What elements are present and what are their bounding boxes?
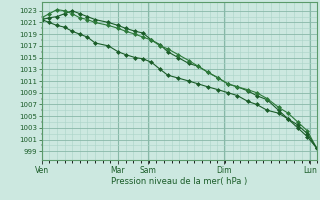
X-axis label: Pression niveau de la mer( hPa ): Pression niveau de la mer( hPa ) bbox=[111, 177, 247, 186]
